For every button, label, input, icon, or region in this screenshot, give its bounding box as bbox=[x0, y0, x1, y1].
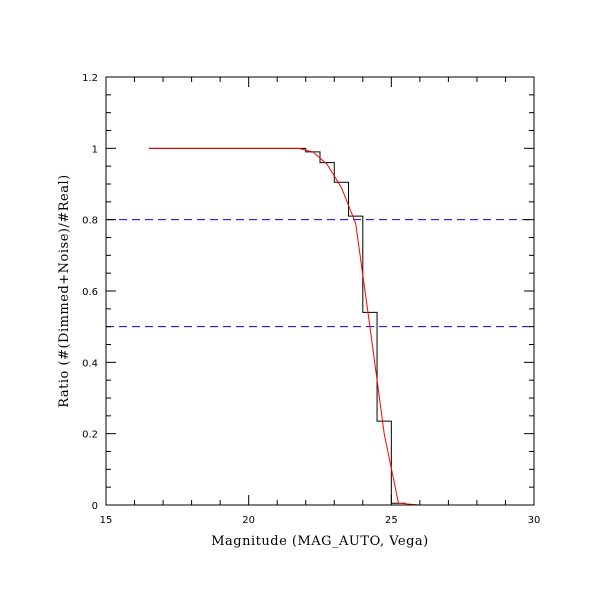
plot-frame bbox=[105, 76, 535, 506]
tick-marks bbox=[105, 76, 535, 506]
reference-lines bbox=[106, 219, 534, 328]
y-tick-label: 1.2 bbox=[82, 73, 98, 84]
y-tick-label: 0 bbox=[92, 501, 98, 512]
y-tick-label: 0.8 bbox=[82, 216, 98, 227]
step-histogram-series bbox=[148, 147, 406, 504]
y-tick-label: 0.4 bbox=[82, 358, 98, 369]
x-tick-label: 30 bbox=[528, 515, 541, 526]
y-tick-label: 1 bbox=[92, 144, 98, 155]
tick-labels: 15 20 25 30 0 0.2 0.4 0.6 0.8 1 1.2 bbox=[82, 73, 540, 526]
x-axis-label: Magnitude (MAG_AUTO, Vega) bbox=[211, 534, 429, 549]
fit-curve-series bbox=[148, 147, 534, 506]
y-tick-label: 0.2 bbox=[82, 430, 98, 441]
series-layer bbox=[148, 147, 534, 506]
x-tick-label: 25 bbox=[385, 515, 398, 526]
y-tick-label: 0.6 bbox=[82, 287, 98, 298]
x-tick-label: 15 bbox=[100, 515, 113, 526]
x-tick-label: 20 bbox=[242, 515, 255, 526]
y-axis-label: Ratio (#(Dimmed+Noise)/#Real) bbox=[57, 174, 72, 407]
